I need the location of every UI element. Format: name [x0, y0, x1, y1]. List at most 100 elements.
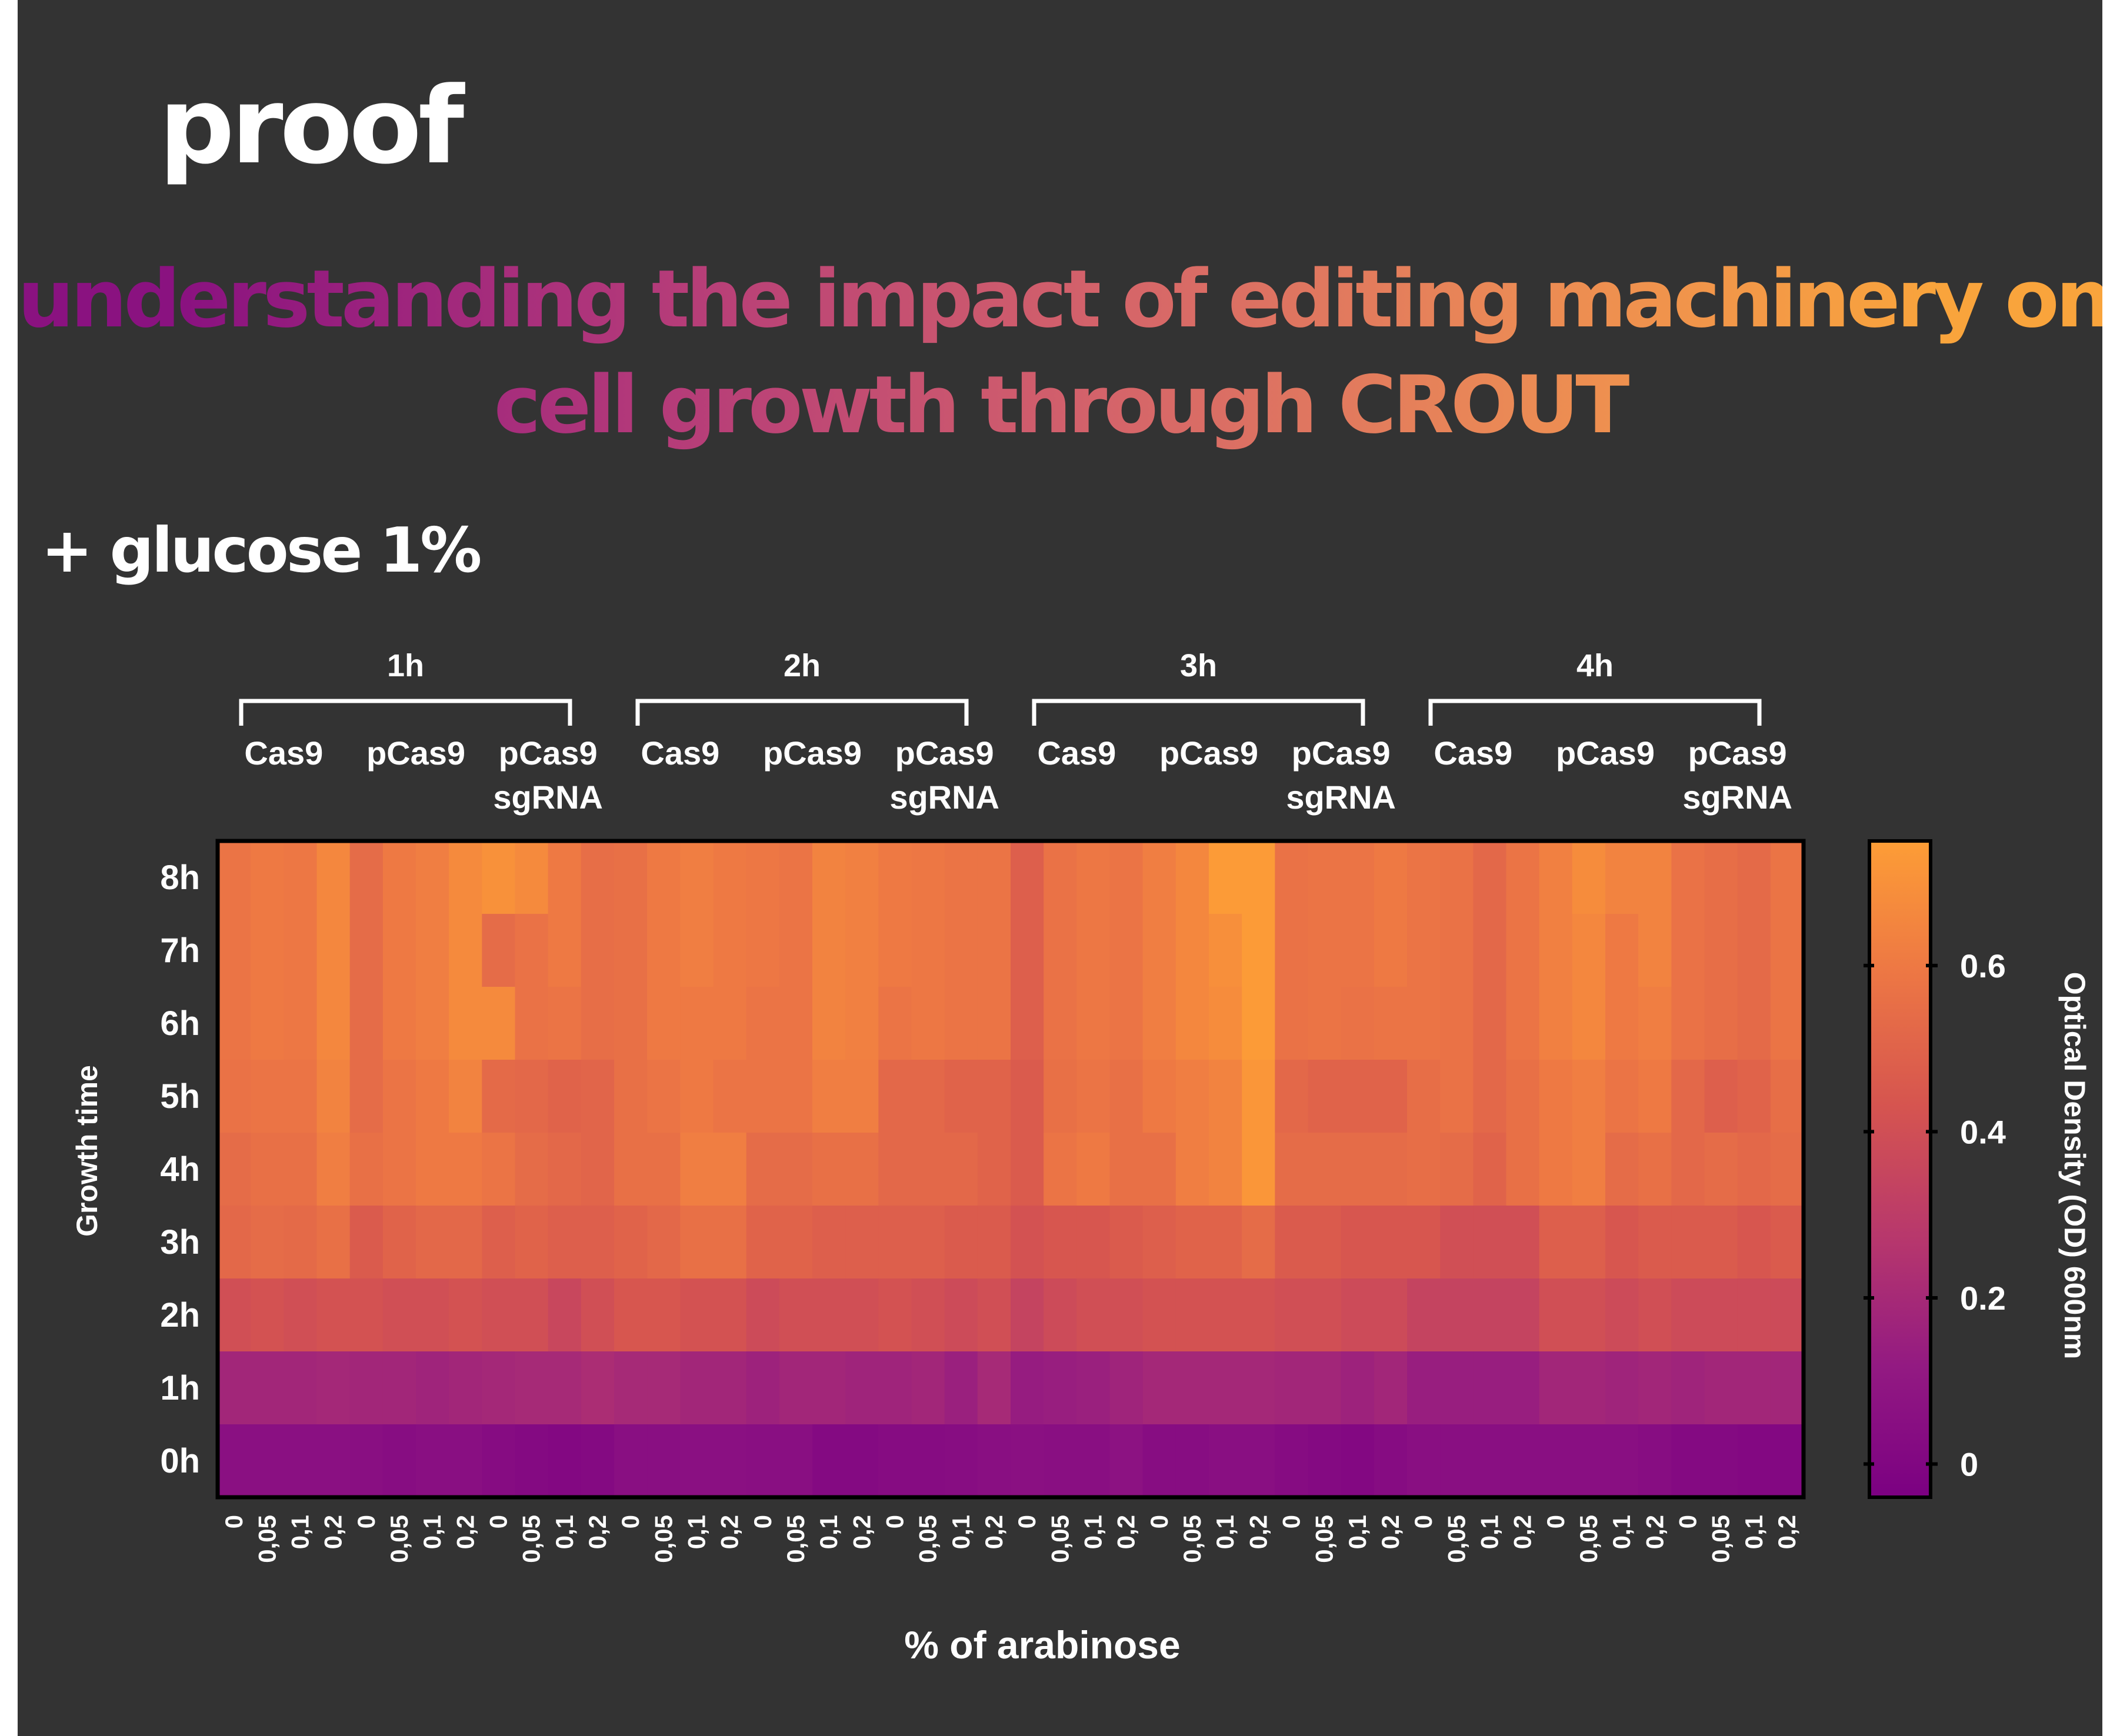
heatmap-cell	[349, 841, 384, 914]
heatmap-cell	[1440, 987, 1474, 1060]
slide-background: proof understanding the impact of editin…	[18, 0, 2102, 1736]
heatmap-cell	[1242, 841, 1275, 914]
x-tick-label: 0	[352, 1515, 380, 1528]
heatmap-cell	[1275, 1278, 1309, 1352]
heatmap-cell	[713, 987, 747, 1060]
x-tick-label: 0	[1542, 1515, 1569, 1528]
headline-line-2: cell growth through CROUT	[18, 359, 2102, 451]
heatmap-cell	[1044, 1351, 1077, 1425]
heatmap-cell	[845, 1351, 879, 1425]
heatmap-cell	[382, 914, 416, 987]
heatmap-cell	[1109, 914, 1144, 987]
heatmap-cell	[1440, 1278, 1474, 1352]
heatmap-cell	[515, 1351, 549, 1425]
heatmap-cell	[382, 1060, 416, 1133]
heatmap-cell	[1374, 1424, 1408, 1498]
y-tick-label: 5h	[160, 1077, 200, 1116]
x-tick-label: 0,05	[385, 1515, 413, 1563]
x-tick-label: 0,05	[518, 1515, 545, 1563]
x-tick-label: 0,05	[914, 1515, 942, 1563]
heatmap-cell	[1109, 1424, 1144, 1498]
heatmap-cell	[316, 1133, 351, 1206]
heatmap-cell	[812, 841, 846, 914]
heatmap-cell	[1308, 914, 1342, 987]
heatmap-cell	[1175, 1060, 1209, 1133]
x-tick-label: 0	[881, 1515, 908, 1528]
heatmap-cell	[878, 914, 912, 987]
heatmap-cell	[911, 914, 945, 987]
heatmap-cell	[944, 841, 978, 914]
strain-label: Cas9	[244, 735, 323, 772]
x-tick-label: 0	[484, 1515, 512, 1528]
heatmap-cell	[878, 1351, 912, 1425]
heatmap-cell	[812, 1133, 846, 1206]
heatmap-cell	[218, 1133, 251, 1206]
strain-sublabel: sgRNA	[889, 779, 999, 816]
heatmap-cell	[1341, 1133, 1375, 1206]
heatmap-cell	[1011, 1060, 1044, 1133]
heatmap-cell	[1671, 1133, 1705, 1206]
heatmap-cell	[449, 1424, 482, 1498]
x-tick-label: 0,05	[649, 1515, 677, 1563]
heatmap-cell	[1242, 1060, 1275, 1133]
heatmap-cell	[1440, 914, 1474, 987]
heatmap-cell	[449, 841, 482, 914]
heatmap-cell	[1671, 1278, 1705, 1352]
heatmap-cell	[482, 1424, 516, 1498]
heatmap-cell	[713, 841, 747, 914]
heatmap-cell	[1704, 1351, 1738, 1425]
heatmap-cell	[1209, 1133, 1242, 1206]
heatmap-cell	[1011, 1206, 1044, 1279]
heatmap-cell	[1737, 914, 1771, 987]
heatmap-cell	[316, 1351, 351, 1425]
heatmap-cell	[1374, 914, 1408, 987]
x-tick-label: 0,05	[1442, 1515, 1470, 1563]
x-tick-label: 0,2	[451, 1515, 479, 1549]
heatmap-cell	[1242, 1133, 1275, 1206]
heatmap-cell	[977, 841, 1011, 914]
x-tick-label: 0,2	[1641, 1515, 1668, 1549]
heatmap-cell	[1473, 987, 1507, 1060]
heatmap-cell	[1275, 1133, 1309, 1206]
heatmap-cell	[515, 1424, 549, 1498]
heatmap-cell	[218, 1278, 251, 1352]
heatmap-cell	[1341, 1424, 1375, 1498]
heatmap-cell	[779, 1424, 813, 1498]
heatmap-cell	[1671, 841, 1705, 914]
heatmap-cell	[1011, 1424, 1044, 1498]
heatmap-cell	[1737, 1133, 1771, 1206]
heatmap-cell	[284, 1424, 318, 1498]
heatmap-cell	[680, 841, 714, 914]
heatmap-cell	[1407, 987, 1441, 1060]
heatmap-cell	[416, 1133, 449, 1206]
heatmap-cell	[614, 1206, 648, 1279]
heatmap-cell	[1440, 841, 1474, 914]
x-tick-label: 0,1	[286, 1515, 314, 1549]
x-tick-labels: 0 0,05 0,1 0,2 0 0,05 0,1 0,2 0 0,05 0,1 0,2 0 0,05 0,…	[220, 1515, 1801, 1563]
heatmap-cell	[1242, 1206, 1275, 1279]
heatmap-cell	[349, 1133, 384, 1206]
heatmap-cell	[581, 987, 615, 1060]
heatmap-cell	[1770, 987, 1804, 1060]
heatmap-cell	[1440, 1424, 1474, 1498]
x-axis-label: % of arabinose	[904, 1623, 1180, 1667]
strain-label: pCas9	[1556, 735, 1655, 772]
heatmap-cell	[1308, 1060, 1342, 1133]
heatmap-cell	[1671, 1351, 1705, 1425]
heatmap-cell	[349, 1206, 384, 1279]
heatmap-cell	[284, 1351, 318, 1425]
y-tick-label: 4h	[160, 1150, 200, 1189]
heatmap-cell	[680, 1424, 714, 1498]
heatmap-cell	[1076, 1206, 1111, 1279]
heatmap-cell	[911, 1206, 945, 1279]
heatmap-cell	[1374, 1060, 1408, 1133]
x-tick-label: 0,1	[1740, 1515, 1768, 1549]
heatmap-cell	[878, 841, 912, 914]
heatmap-cell	[1440, 1133, 1474, 1206]
heatmap-cell	[1209, 841, 1242, 914]
heatmap-cell	[845, 841, 879, 914]
heatmap-cell	[614, 1351, 648, 1425]
colorbar	[1868, 839, 1932, 1499]
heatmap-cell	[1605, 841, 1639, 914]
heatmap-cell	[482, 1206, 516, 1279]
